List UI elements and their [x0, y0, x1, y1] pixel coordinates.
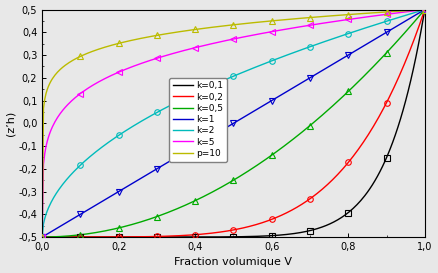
p=10 — [266, 20, 271, 23]
k=0,2 — [386, 96, 392, 100]
k=0,2 — [39, 235, 45, 239]
p=10 — [422, 8, 427, 11]
p=10 — [41, 107, 46, 110]
k=1 — [41, 235, 46, 238]
k=0,1 — [386, 150, 392, 154]
k=5 — [266, 31, 271, 34]
k=1 — [39, 235, 45, 239]
k=5 — [274, 29, 279, 32]
k=0,5 — [422, 8, 427, 11]
k=5 — [267, 30, 272, 34]
k=0,2 — [266, 219, 271, 222]
X-axis label: Fraction volumique V: Fraction volumique V — [174, 257, 293, 268]
k=2 — [422, 8, 427, 11]
k=2 — [267, 60, 272, 63]
k=0,5 — [41, 235, 46, 239]
k=0,1 — [266, 234, 271, 238]
Line: k=0,5: k=0,5 — [42, 10, 425, 237]
k=0,5 — [267, 155, 272, 158]
k=0,2 — [422, 8, 427, 11]
k=5 — [362, 16, 367, 19]
k=0,1 — [274, 234, 279, 237]
p=10 — [386, 10, 392, 13]
p=10 — [39, 235, 45, 239]
k=0,1 — [41, 235, 46, 239]
k=0,2 — [274, 216, 279, 219]
Line: k=0,2: k=0,2 — [42, 10, 425, 237]
k=0,5 — [39, 235, 45, 239]
Legend: k=0,1, k=0,2, k=0,5, k=1, k=2, k=5, p=10: k=0,1, k=0,2, k=0,5, k=1, k=2, k=5, p=10 — [169, 78, 227, 162]
k=2 — [266, 60, 271, 64]
Line: p=10: p=10 — [42, 10, 425, 237]
k=1 — [362, 44, 367, 47]
k=5 — [39, 235, 45, 239]
Line: k=5: k=5 — [42, 10, 425, 237]
k=1 — [422, 8, 427, 11]
k=1 — [274, 96, 279, 99]
k=5 — [422, 8, 427, 11]
p=10 — [267, 19, 272, 23]
k=1 — [386, 29, 392, 32]
k=1 — [266, 101, 271, 104]
k=2 — [386, 19, 392, 22]
k=0,2 — [41, 235, 46, 239]
k=1 — [267, 100, 272, 103]
k=0,5 — [386, 49, 392, 52]
k=0,1 — [362, 194, 367, 198]
k=5 — [41, 163, 46, 166]
Y-axis label: (z’h): (z’h) — [6, 111, 16, 136]
k=0,5 — [274, 150, 279, 153]
k=2 — [274, 57, 279, 61]
k=2 — [41, 222, 46, 225]
k=0,5 — [266, 156, 271, 159]
Line: k=2: k=2 — [42, 10, 425, 237]
k=5 — [386, 12, 392, 16]
k=0,5 — [362, 74, 367, 77]
k=0,1 — [267, 234, 272, 238]
k=2 — [39, 235, 45, 239]
p=10 — [274, 19, 279, 22]
k=0,1 — [422, 8, 427, 11]
k=0,2 — [362, 139, 367, 142]
Line: k=1: k=1 — [42, 10, 425, 237]
k=0,2 — [267, 218, 272, 222]
Line: k=0,1: k=0,1 — [42, 10, 425, 237]
p=10 — [362, 12, 367, 15]
k=0,1 — [39, 235, 45, 239]
k=2 — [362, 26, 367, 30]
